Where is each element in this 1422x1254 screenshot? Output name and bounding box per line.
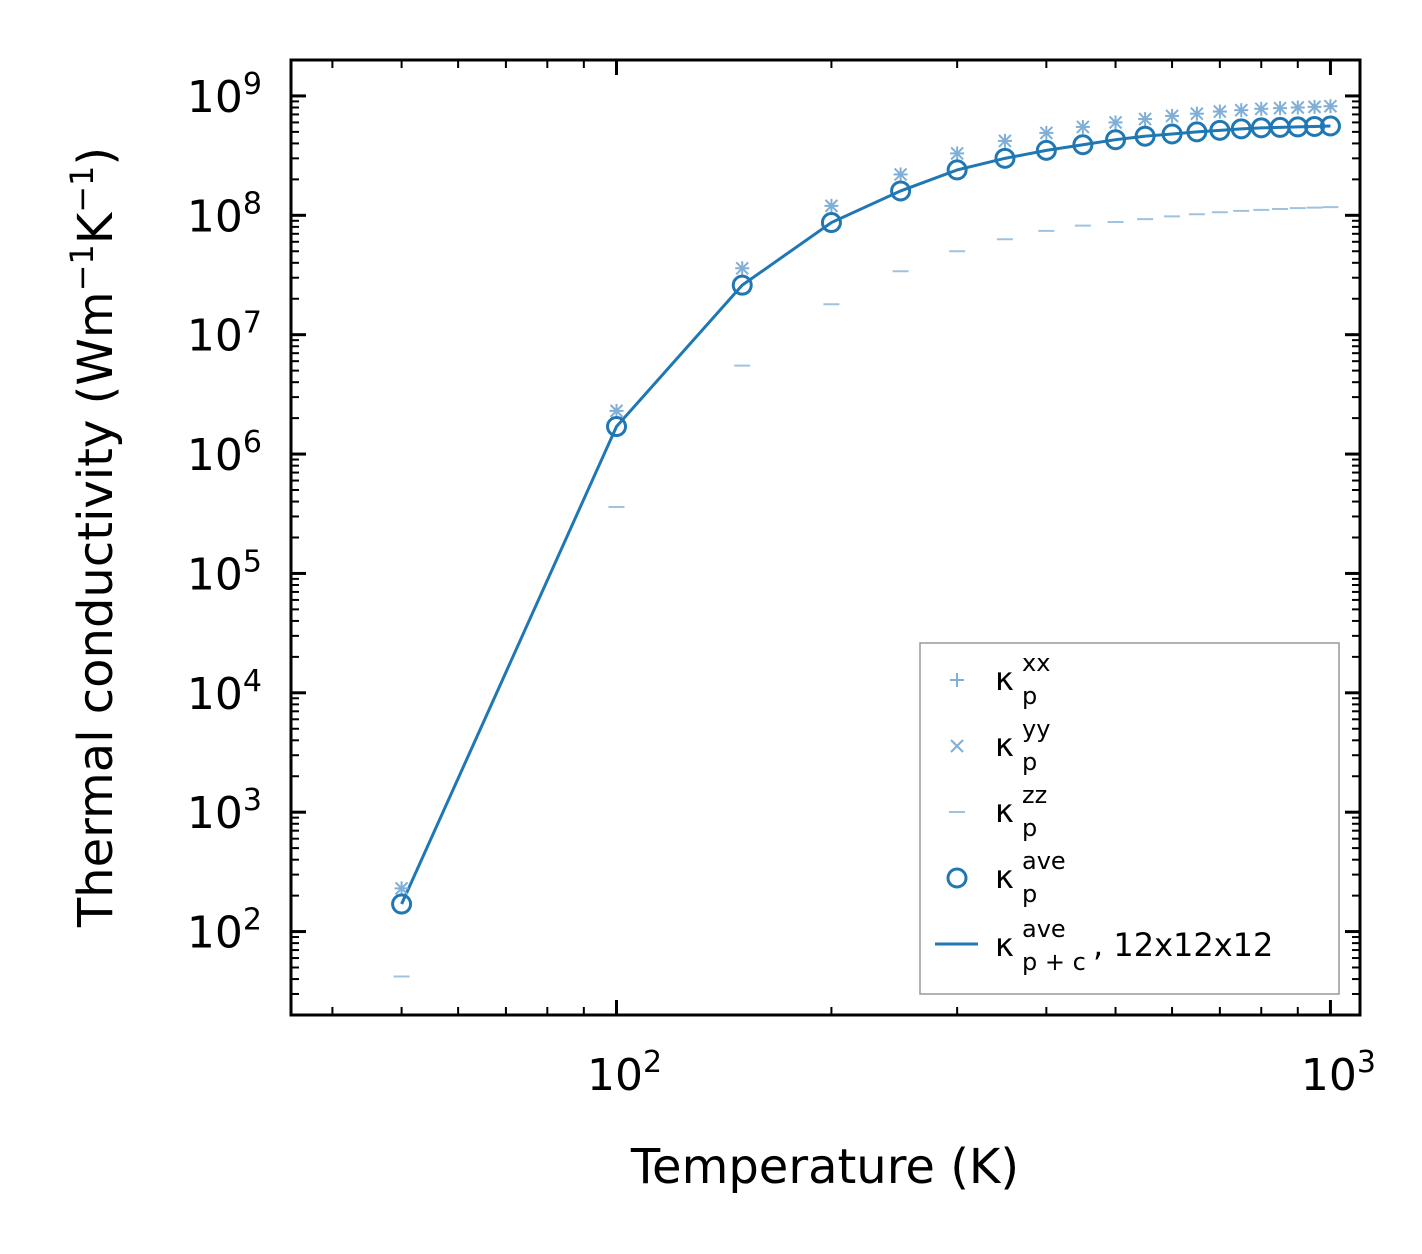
data-point-yy [609,404,624,418]
data-point-yy [1323,99,1338,113]
data-point-ave [1072,134,1094,156]
data-point-yy [998,134,1012,148]
major-ticks [291,60,1360,1015]
data-point-ave [1134,125,1156,147]
data-point-yy [735,261,749,275]
data-point-yy [1307,100,1322,114]
legend-box [919,642,1340,995]
y-tick-labels: 102 103 104 105 106 107 108 109 [187,67,262,959]
data-point-yy [1213,104,1227,119]
y-tick-label: 103 [187,783,262,839]
y-tick-label: 106 [187,425,262,481]
data-point-ave [731,274,753,296]
legend-label-kxx: κ xx p [995,649,1050,710]
y-tick-label: 109 [187,67,262,123]
data-point-ave [1035,139,1057,161]
x-tick-labels: 102 103 [587,1045,1376,1101]
y-tick-label: 108 [187,186,262,242]
y-tick-label: 102 [187,903,262,959]
data-point-yy [1254,102,1268,116]
legend-label-kyy: κ yy p [995,715,1050,776]
data-point-yy [1039,126,1054,140]
x-tick-label: 102 [587,1045,662,1101]
data-point-yy [893,167,908,182]
data-point-ave [1186,121,1208,143]
y-tick-label: 107 [187,306,262,362]
data-point-ave [391,893,413,915]
legend-label-kpc: κ ave p + c, 12x12x12 [995,915,1273,976]
data-point-ave [606,416,628,438]
data-point-ave [1319,115,1341,137]
y-axis-label: Thermal conductivity (Wm−1K−1) [63,147,124,928]
data-point-ave [1105,129,1127,151]
data-point-yy [824,199,839,213]
legend-marker-ave [946,867,968,889]
data-point-ave [1209,119,1231,141]
data-point-ave [946,159,968,181]
legend-label-kzz: κ zz p [995,781,1047,842]
legend-marker-yy [950,739,964,753]
data-point-ave [1161,123,1183,145]
legend-label-kave: κ ave p [995,847,1066,908]
data-point-yy [1108,115,1123,130]
data-point-yy [1138,112,1152,126]
legend-marker-xx [950,673,964,687]
data-point-ave [820,212,842,234]
data-point-yy [1165,109,1179,123]
data-point-ave [1304,115,1326,137]
data-point-yy [394,881,409,896]
legend: κ xx p κ yy p κ zz p κ ave p κ ave p + c, 12x12x12 [919,642,1340,995]
data-point-yy [950,146,964,161]
x-tick-label: 103 [1301,1045,1376,1101]
data-point-yy [1234,103,1248,117]
data-point-ave [1230,118,1252,140]
data-point-yy [1291,100,1305,115]
x-axis-label: Temperature (K) [630,1139,1019,1195]
data-point-yy [1273,101,1287,115]
series-line-fit [400,124,1331,905]
data-point-ave [994,147,1016,169]
data-point-ave [890,180,912,202]
plot-frame [289,58,1362,1017]
legend-markers [935,673,978,946]
y-tick-label: 105 [187,544,262,600]
y-tick-label: 104 [187,664,262,720]
series-layer [391,99,1341,978]
data-point-yy [1076,120,1090,134]
data-point-yy [1190,106,1204,121]
